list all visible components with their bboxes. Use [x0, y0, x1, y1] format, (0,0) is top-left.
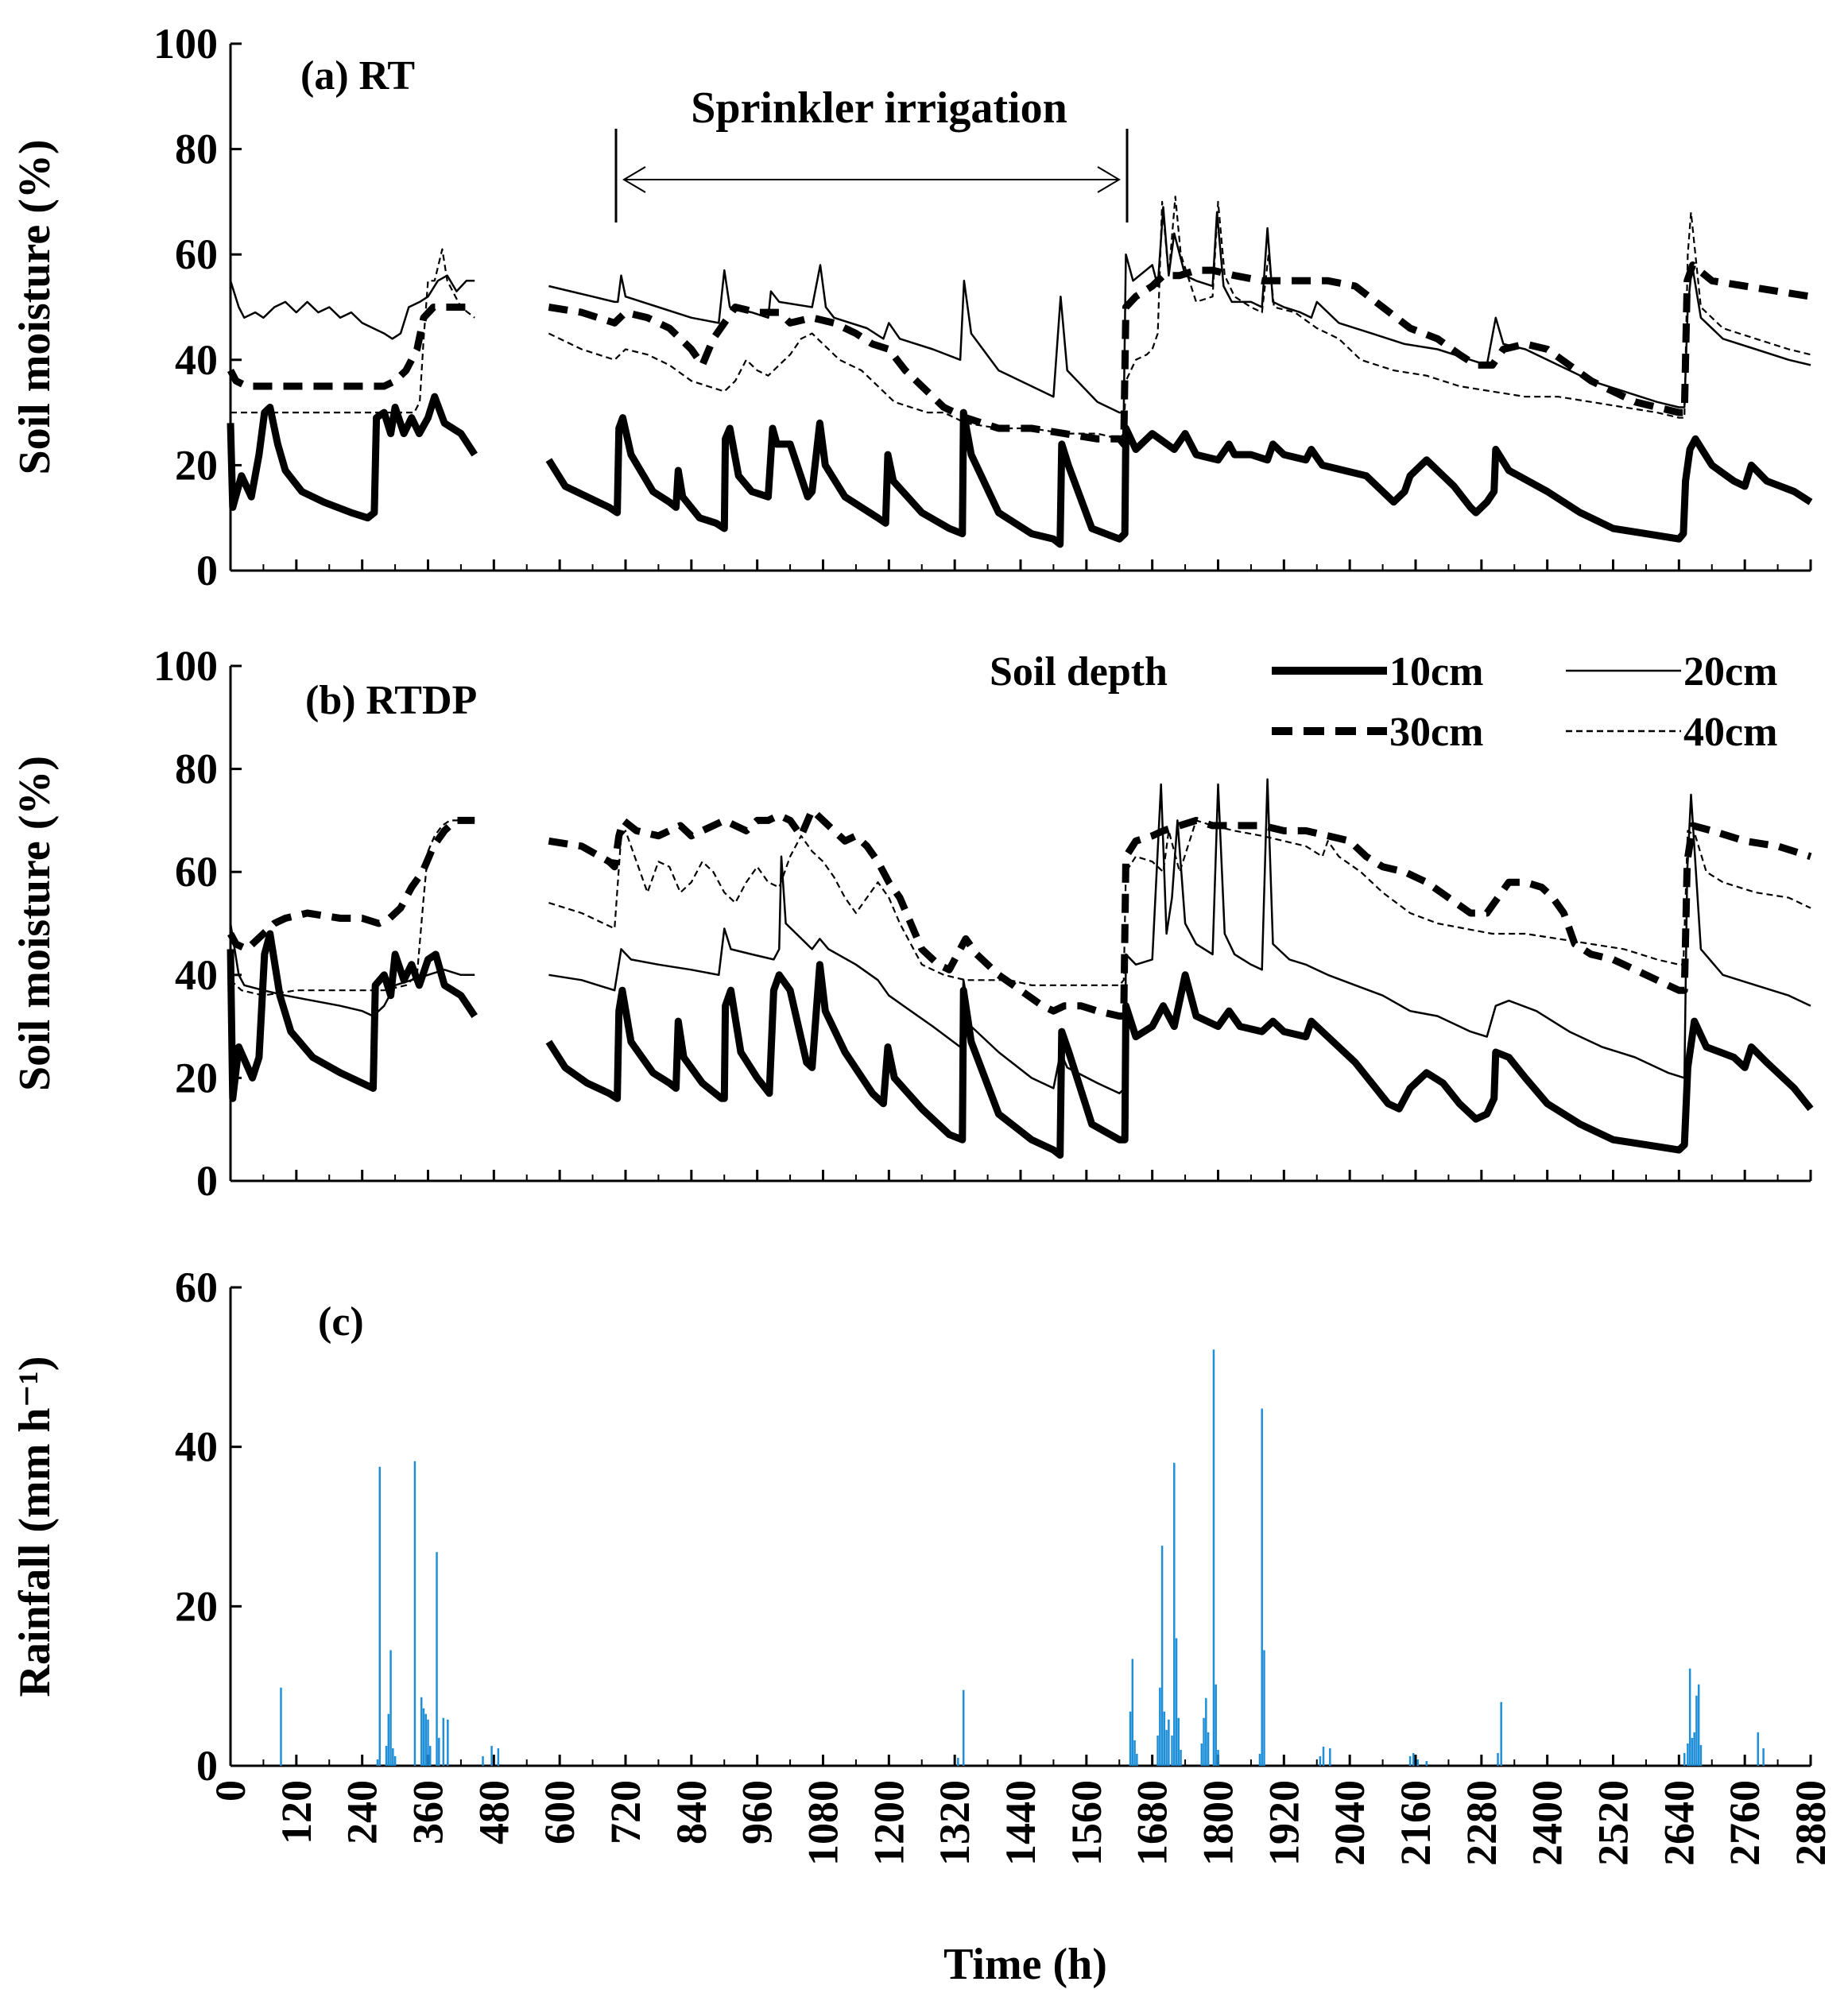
- y-tick-label-2-3: 60: [175, 1264, 218, 1311]
- x-tick-label-9: 1080: [800, 1780, 847, 1866]
- y-tick-label-0-1: 20: [175, 441, 218, 489]
- x-axis-label: Time (h): [943, 1940, 1107, 1989]
- y-axis-label-0: Soil moisture (%): [10, 139, 60, 474]
- irrigation-arrow-left-head: [622, 166, 646, 193]
- panel-a-rt: 0 20 40 60 80 100 (a) RT Soil moisture (%): [10, 20, 1813, 594]
- x-tick-label-1: 120: [273, 1780, 320, 1844]
- x-tick-label-2: 240: [339, 1780, 386, 1844]
- series-40cm-panel0-seg0: [231, 248, 475, 414]
- irrigation-arrow-right-head: [1097, 166, 1121, 193]
- y-tick-label-1-5: 100: [153, 642, 218, 690]
- series-40cm-panel1-seg0: [230, 819, 475, 997]
- x-tick-label-7: 840: [668, 1780, 715, 1844]
- y-tick-label-2-2: 40: [175, 1423, 218, 1471]
- x-tick-label-4: 480: [470, 1780, 517, 1844]
- legend-label-40cm: 40cm: [1683, 710, 1777, 755]
- x-tick-label-3: 360: [405, 1780, 452, 1844]
- series-40cm-panel0-seg1: [548, 195, 1811, 440]
- x-tick-label-6: 720: [602, 1780, 649, 1844]
- x-tick-label-14: 1680: [1129, 1780, 1176, 1866]
- y-tick-label-2-0: 0: [196, 1742, 218, 1790]
- series-30cm-panel0-seg1: [548, 261, 1811, 448]
- x-tick-label-11: 1320: [931, 1780, 978, 1866]
- panel-label-1: (b) RTDP: [305, 678, 477, 723]
- series-10cm-panel1-seg0: [227, 930, 478, 1102]
- series-10cm-panel0-seg1: [545, 408, 1813, 548]
- legend-title: Soil depth: [990, 649, 1168, 695]
- y-tick-label-0-4: 80: [175, 126, 218, 173]
- y-tick-label-1-1: 20: [175, 1054, 218, 1101]
- series-40cm-panel1-seg1: [548, 819, 1811, 986]
- x-tick-label-12: 1440: [997, 1780, 1044, 1866]
- y-tick-label-2-1: 20: [175, 1582, 218, 1630]
- y-axis-label-2: Rainfall (mm h⁻¹): [10, 1357, 60, 1697]
- series-30cm-panel1-seg1: [548, 806, 1812, 1020]
- series-20cm-panel1-seg0: [229, 923, 475, 1017]
- series-20cm-panel1-seg1: [548, 778, 1811, 1095]
- series-30cm-panel0-seg0: [227, 304, 475, 390]
- x-tick-label-13: 1560: [1063, 1780, 1110, 1866]
- y-tick-label-0-2: 40: [175, 336, 218, 384]
- x-tick-label-18: 2160: [1392, 1780, 1439, 1866]
- series-20cm-panel0-seg0: [229, 274, 475, 340]
- series-10cm-panel0-seg0: [227, 393, 478, 522]
- x-tick-label-23: 2760: [1721, 1780, 1769, 1866]
- panel-label-2: (c): [318, 1299, 364, 1345]
- irrigation-annotation: Sprinkler irrigation: [614, 83, 1129, 223]
- legend-label-20cm: 20cm: [1683, 649, 1777, 695]
- legend-label-30cm: 30cm: [1389, 710, 1483, 755]
- x-tick-label-21: 2520: [1590, 1780, 1637, 1866]
- legend: Soil depth 10cm 20cm 30cm 40cm: [990, 649, 1777, 755]
- series-20cm-panel0-seg1: [548, 206, 1811, 414]
- panel-label-0: (a) RT: [300, 53, 415, 99]
- x-tick-label-22: 2640: [1655, 1780, 1703, 1866]
- series-30cm-panel1-seg0: [227, 816, 475, 953]
- x-tick-label-20: 2400: [1524, 1780, 1571, 1866]
- x-tick-label-0: 0: [207, 1780, 254, 1802]
- series-10cm-panel1-seg1: [545, 961, 1814, 1159]
- y-axis-label-1: Soil moisture (%): [10, 756, 60, 1091]
- y-tick-label-1-4: 80: [175, 745, 218, 793]
- y-tick-label-1-2: 40: [175, 951, 218, 999]
- irrigation-label: Sprinkler irrigation: [691, 83, 1067, 133]
- x-tick-label-16: 1920: [1260, 1780, 1308, 1866]
- legend-label-10cm: 10cm: [1389, 649, 1483, 695]
- x-tick-label-15: 1800: [1195, 1780, 1242, 1866]
- x-tick-label-24: 2880: [1787, 1780, 1834, 1866]
- y-tick-label-0-3: 60: [175, 230, 218, 278]
- y-tick-label-1-3: 60: [175, 848, 218, 896]
- x-tick-label-5: 600: [536, 1780, 583, 1844]
- x-tick-label-10: 1200: [865, 1780, 912, 1866]
- y-tick-label-1-0: 0: [196, 1157, 218, 1205]
- y-tick-label-0-0: 0: [196, 547, 218, 594]
- x-tick-label-8: 960: [734, 1780, 781, 1844]
- x-tick-label-17: 2040: [1326, 1780, 1373, 1866]
- y-tick-label-0-5: 100: [153, 20, 218, 68]
- panel-b-rtdp: 0 20 40 60 80 100 (b) RTDP Soil moisture (%): [10, 642, 1814, 1205]
- x-tick-label-19: 2280: [1458, 1780, 1505, 1866]
